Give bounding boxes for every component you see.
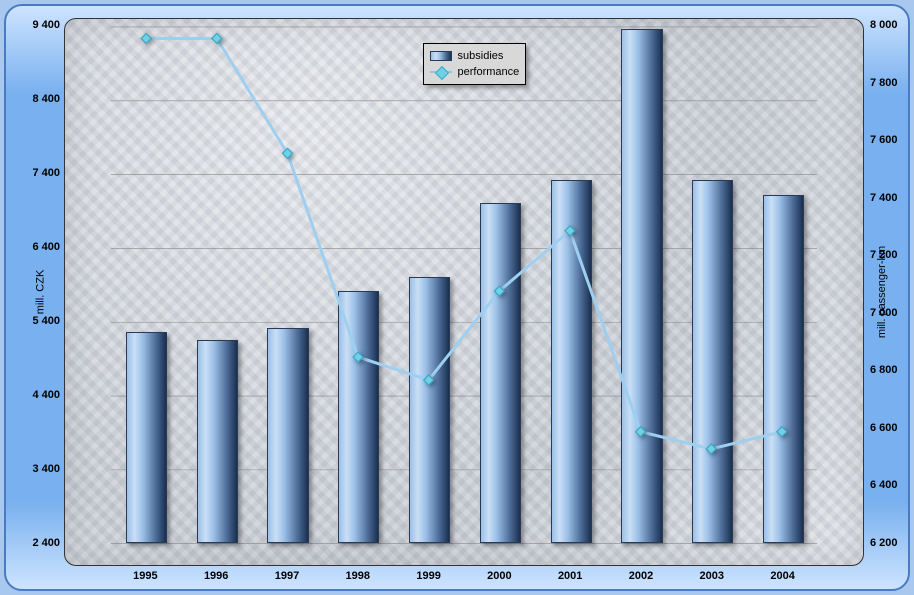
legend-swatch-bar-icon: [430, 51, 452, 61]
y-left-tick: 4 400: [10, 389, 60, 401]
line-layer: [65, 19, 863, 566]
x-tick: 2004: [753, 570, 813, 582]
y-left-tick: 5 400: [10, 315, 60, 327]
x-tick: 2000: [469, 570, 529, 582]
x-tick: 1997: [257, 570, 317, 582]
y-right-tick: 7 200: [870, 249, 914, 261]
y-right-tick: 7 800: [870, 77, 914, 89]
x-tick: 1998: [328, 570, 388, 582]
y-right-tick: 6 400: [870, 479, 914, 491]
y-right-tick: 7 600: [870, 134, 914, 146]
x-tick: 1996: [186, 570, 246, 582]
legend-label: subsidies: [458, 50, 504, 62]
y-right-tick: 7 000: [870, 307, 914, 319]
legend-item-performance: performance: [430, 64, 520, 80]
x-tick: 2003: [682, 570, 742, 582]
y-left-tick: 3 400: [10, 463, 60, 475]
y-right-tick: 6 200: [870, 537, 914, 549]
x-tick: 2001: [540, 570, 600, 582]
legend-label: performance: [458, 66, 520, 78]
plot-area: subsidies performance: [64, 18, 864, 566]
y-right-tick: 6 600: [870, 422, 914, 434]
y-right-tick: 8 000: [870, 19, 914, 31]
y-axis-left-label: mill. CZK: [34, 270, 46, 315]
legend-item-subsidies: subsidies: [430, 48, 520, 64]
x-tick: 1995: [115, 570, 175, 582]
y-left-tick: 2 400: [10, 537, 60, 549]
y-left-tick: 9 400: [10, 19, 60, 31]
y-left-tick: 6 400: [10, 241, 60, 253]
y-left-tick: 8 400: [10, 93, 60, 105]
y-left-tick: 7 400: [10, 167, 60, 179]
x-tick: 2002: [611, 570, 671, 582]
legend: subsidies performance: [423, 43, 527, 85]
y-right-tick: 7 400: [870, 192, 914, 204]
x-tick: 1999: [399, 570, 459, 582]
y-right-tick: 6 800: [870, 364, 914, 376]
legend-swatch-line-icon: [430, 66, 452, 78]
chart-frame: subsidies performance mill. CZK mill. pa…: [4, 4, 910, 591]
